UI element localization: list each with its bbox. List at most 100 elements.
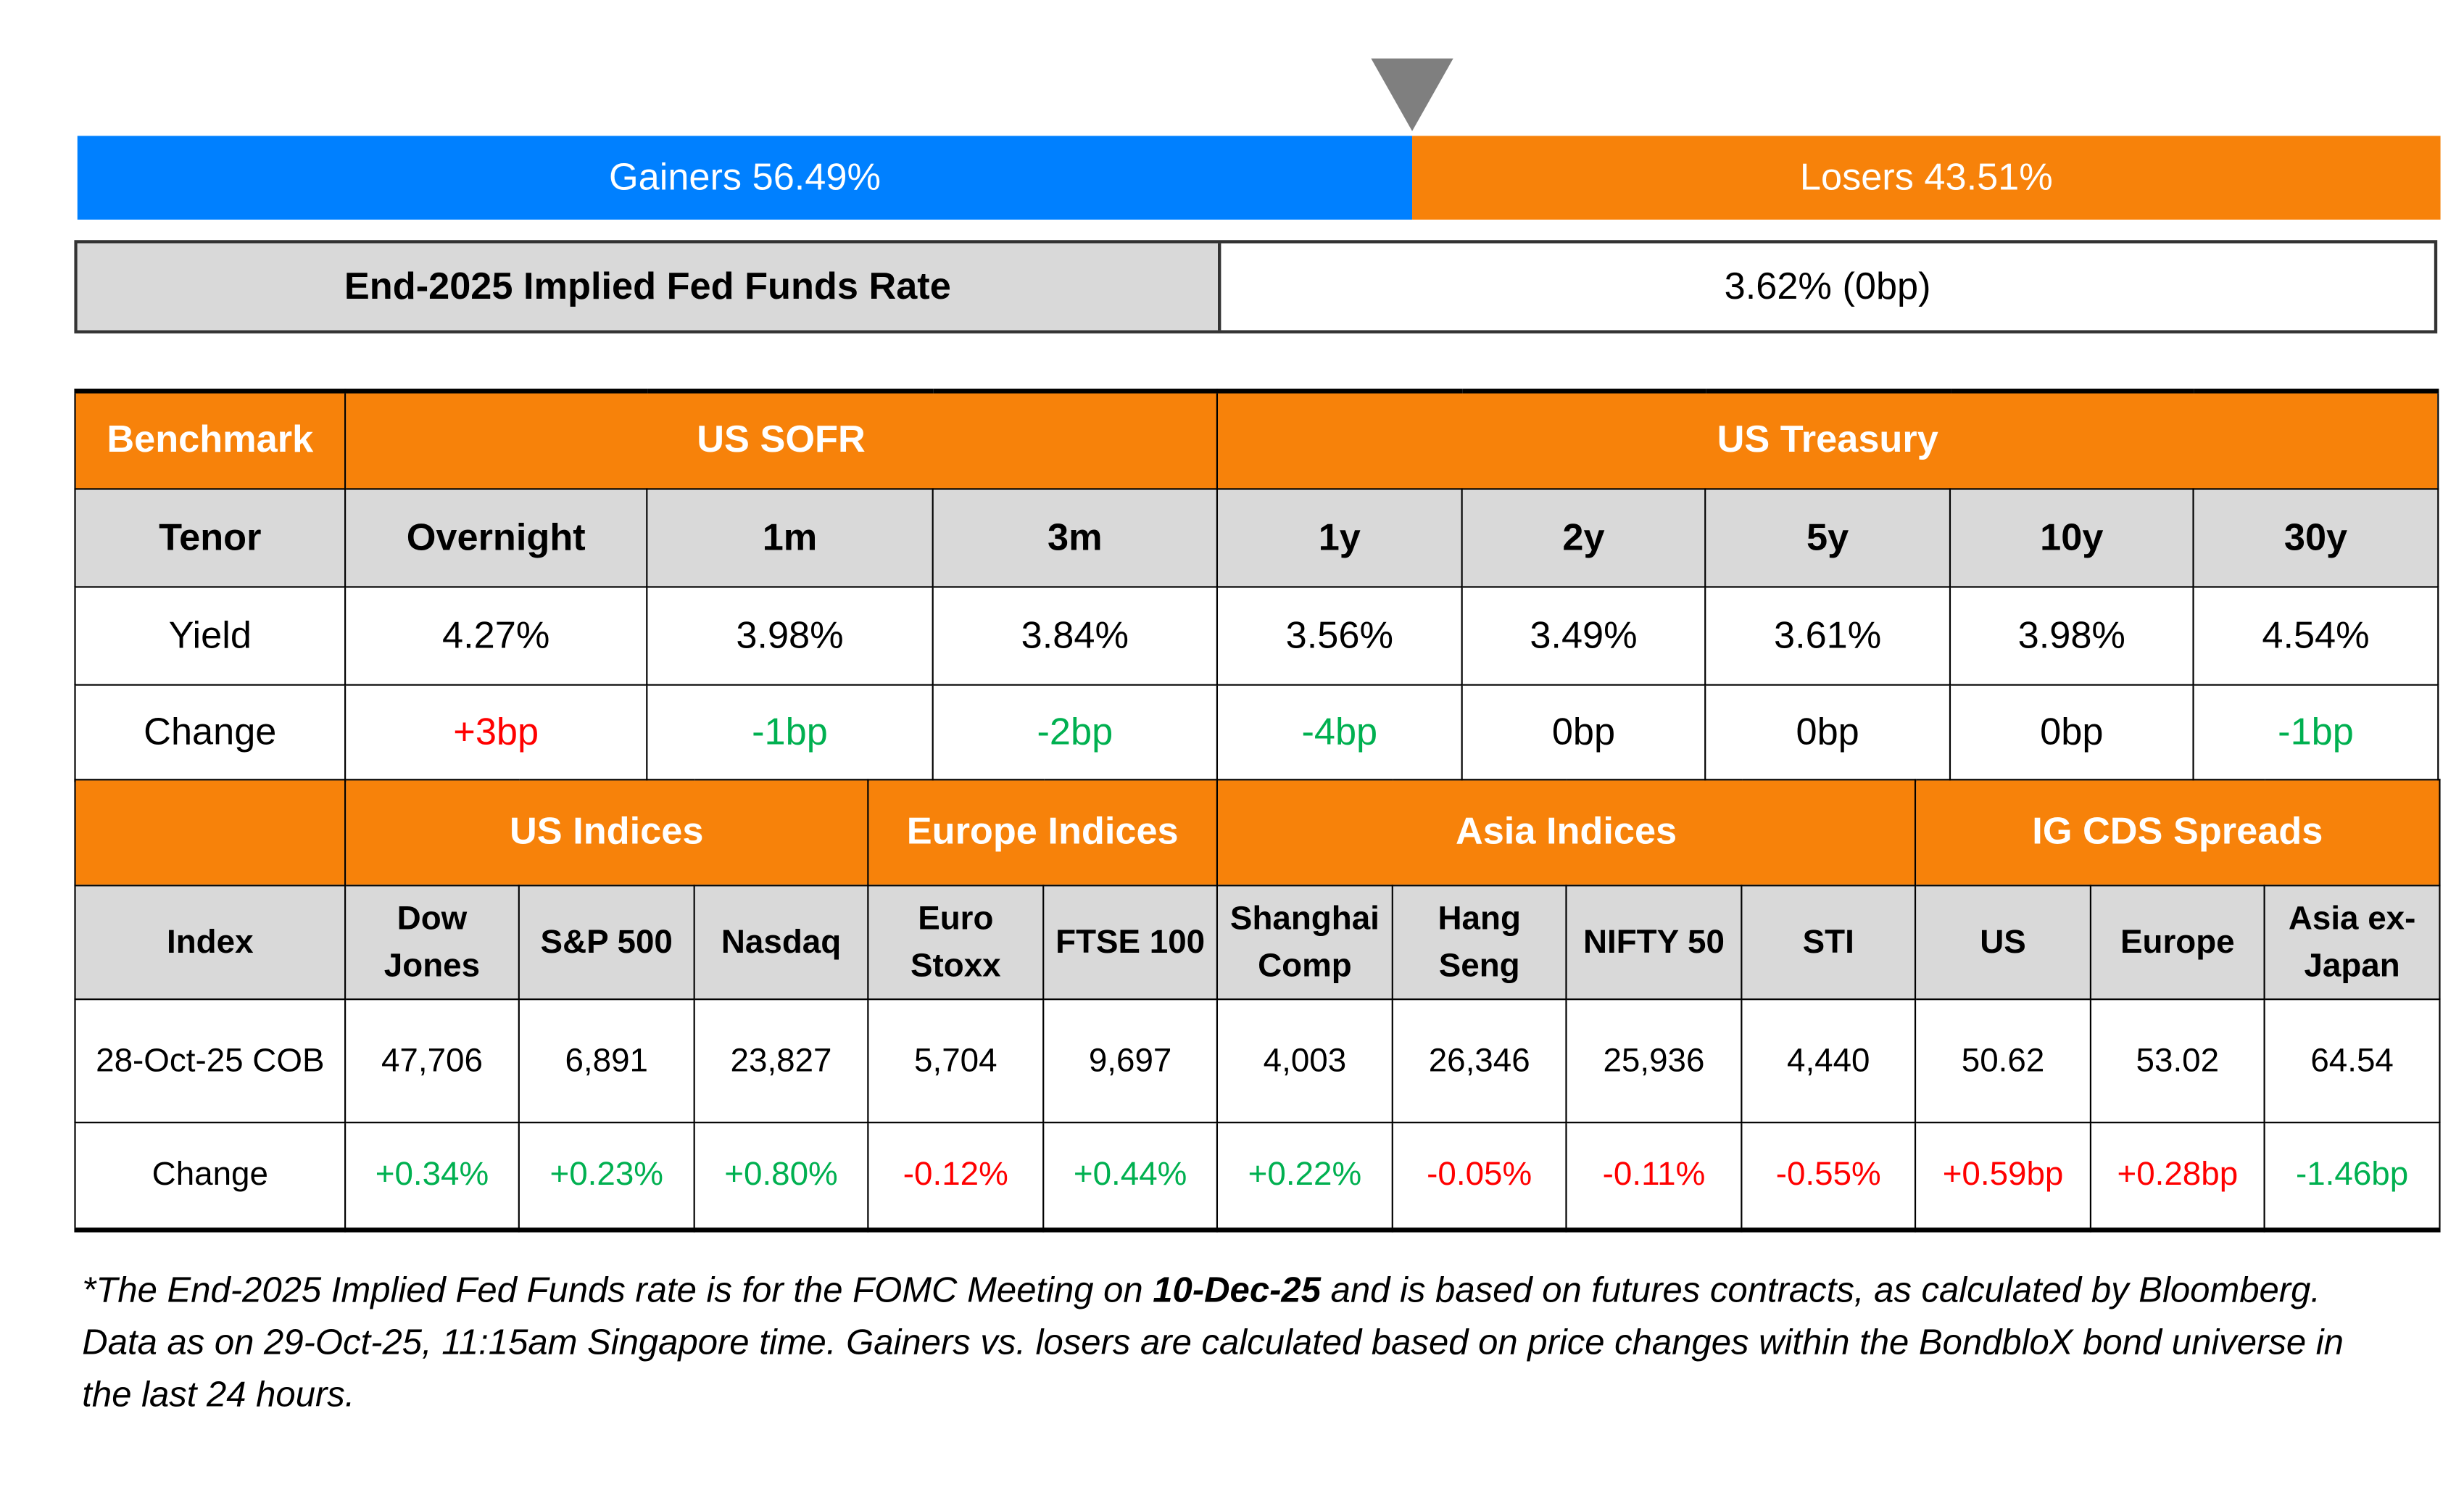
tenor-10y: 10y [1949,488,2194,588]
yield-cell: 3.84% [932,586,1219,686]
rate-change-cell: -1bp [646,684,934,782]
tenor-1y: 1y [1216,488,1463,588]
index-name-line: Hang [1438,899,1521,937]
indices-table: US Indices Europe Indices Asia Indices IG C… [74,779,2441,1233]
index-name-line: FTSE 100 [1055,923,1206,960]
rates-table: Benchmark US SOFR US Treasury Tenor Overn… [74,389,2439,782]
rate-change-cell: 0bp [1704,684,1951,782]
index-value-cell: 5,704 [867,998,1045,1124]
footnote: *The End-2025 Implied Fed Funds rate is … [82,1264,2388,1420]
fed-funds-label: End-2025 Implied Fed Funds Rate [77,243,1221,331]
yield-cell: 3.49% [1461,586,1706,686]
index-label: Index [74,885,347,1001]
index-name-line: Comp [1258,947,1352,984]
index-value-cell: 9,697 [1042,998,1219,1124]
index-value-cell: 50.62 [1915,998,2092,1124]
yield-cell: 3.56% [1216,586,1463,686]
losers-segment: Losers 43.51% [1412,136,2441,220]
index-name-header: S&P 500 [518,885,695,1001]
index-change-cell: +0.80% [693,1122,869,1231]
index-change-cell: +0.23% [518,1122,695,1231]
index-change-label: Change [74,1122,347,1231]
tenor-30y: 30y [2192,488,2439,588]
yield-cell: 3.98% [646,586,934,686]
yield-cell: 4.27% [344,586,648,686]
index-change-cell: -0.05% [1391,1122,1567,1231]
index-name-line: Europe [2120,923,2235,960]
index-name-line: S&P 500 [540,923,673,960]
index-change-cell: +0.59bp [1915,1122,2092,1231]
index-name-line: Asia ex- [2288,899,2416,937]
index-name-line: Nasdaq [721,923,842,960]
index-name-header: Euro Stoxx [867,885,1045,1001]
index-name-line: Shanghai [1229,899,1380,937]
index-change-cell: -0.11% [1565,1122,1743,1231]
index-change-cell: -0.55% [1741,1122,1917,1231]
rate-change-cell: -4bp [1216,684,1463,782]
rate-change-label: Change [74,684,347,782]
group-header-ig-cds-spreads: IG CDS Spreads [1915,779,2441,887]
index-name-header: Dow Jones [344,885,520,1001]
index-change-cell: +0.22% [1216,1122,1393,1231]
rate-change-cell: -2bp [932,684,1219,782]
index-name-header: NIFTY 50 [1565,885,1743,1001]
index-value-cell: 23,827 [693,998,869,1124]
index-change-cell: -0.12% [867,1122,1045,1231]
index-name-header: Asia ex- Japan [2263,885,2441,1001]
index-change-cell: +0.34% [344,1122,520,1231]
index-value-cell: 26,346 [1391,998,1567,1124]
index-name-line: Stoxx [910,947,1001,984]
footnote-text-cont: and is based on futures contracts, as ca… [82,1270,2344,1415]
tenor-3m: 3m [932,488,1219,588]
yield-cell: 3.98% [1949,586,2194,686]
group-header-us-indices: US Indices [344,779,869,887]
index-name-header: Europe [2089,885,2265,1001]
benchmark-header: Benchmark [74,390,347,490]
index-value-cell: 53.02 [2089,998,2265,1124]
tenor-1m: 1m [646,488,934,588]
index-name-line: Jones [383,947,481,984]
index-name-line: STI [1802,923,1854,960]
index-name-line: US [1980,923,2026,960]
index-name-line: Seng [1438,947,1520,984]
date-label: 28-Oct-25 COB [74,998,347,1124]
gainers-segment: Gainers 56.49% [77,136,1413,220]
index-name-header: Shanghai Comp [1216,885,1393,1001]
index-change-cell: -1.46bp [2263,1122,2441,1231]
footnote-text: *The End-2025 Implied Fed Funds rate is … [82,1270,1153,1310]
footnote-date: 10-Dec-25 [1153,1270,1321,1310]
yield-cell: 4.54% [2192,586,2439,686]
sentiment-marker-icon [1371,58,1453,131]
index-change-cell: +0.44% [1042,1122,1219,1231]
gainers-losers-bar: Gainers 56.49% Losers 43.51% [77,136,2441,220]
treasury-header: US Treasury [1216,390,2439,490]
index-name-line: Euro [918,899,994,937]
rate-change-cell: 0bp [1949,684,2194,782]
yield-cell: 3.61% [1704,586,1951,686]
fed-funds-row: End-2025 Implied Fed Funds Rate 3.62% (0… [74,240,2438,334]
indices-corner-header [74,779,347,887]
index-name-header: Hang Seng [1391,885,1567,1001]
rate-change-cell: 0bp [1461,684,1706,782]
index-value-cell: 4,440 [1741,998,1917,1124]
rate-change-cell: -1bp [2192,684,2439,782]
index-change-cell: +0.28bp [2089,1122,2265,1231]
yield-label: Yield [74,586,347,686]
tenor-2y: 2y [1461,488,1706,588]
index-value-cell: 25,936 [1565,998,1743,1124]
index-name-line: Dow [397,899,468,937]
tenor-5y: 5y [1704,488,1951,588]
index-value-cell: 64.54 [2263,998,2441,1124]
index-name-header: US [1915,885,2092,1001]
index-value-cell: 47,706 [344,998,520,1124]
rate-change-cell: +3bp [344,684,648,782]
index-name-line: NIFTY 50 [1582,923,1725,960]
tenor-overnight: Overnight [344,488,648,588]
index-name-header: FTSE 100 [1042,885,1219,1001]
tenor-label: Tenor [74,488,347,588]
index-value-cell: 4,003 [1216,998,1393,1124]
group-header-asia-indices: Asia Indices [1216,779,1917,887]
index-value-cell: 6,891 [518,998,695,1124]
index-name-header: STI [1741,885,1917,1001]
